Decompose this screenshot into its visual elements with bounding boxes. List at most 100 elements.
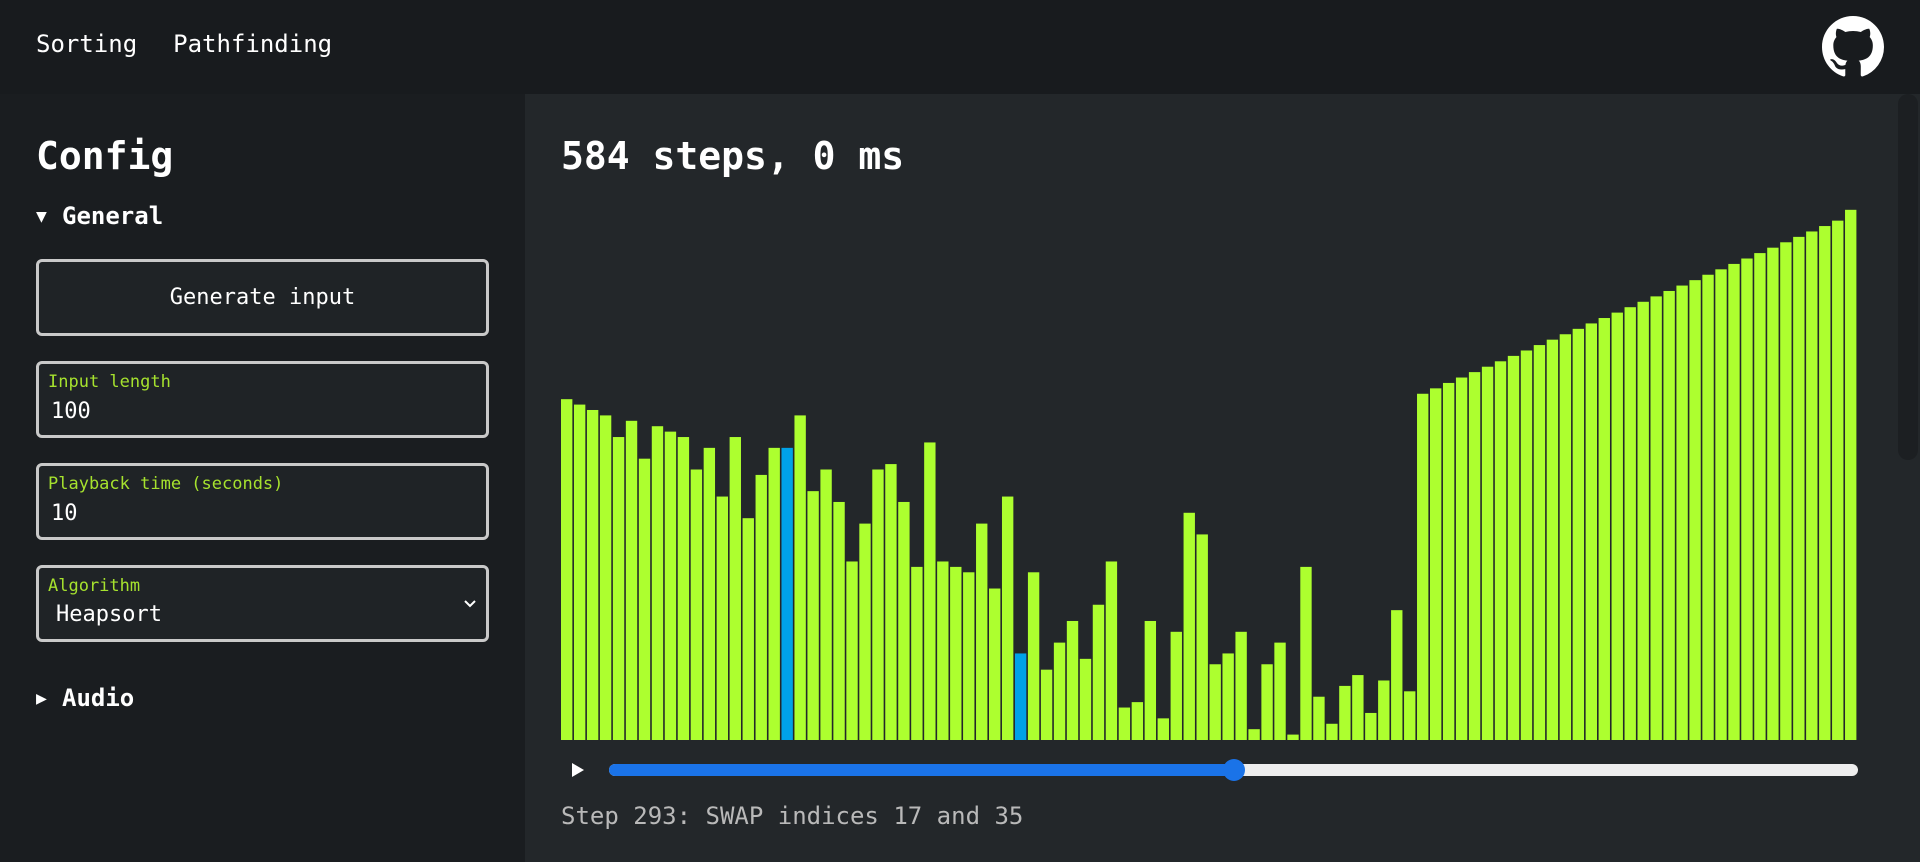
bar-53 [1248, 729, 1260, 740]
bar-71 [1481, 366, 1494, 740]
triangle-down-icon: ▼ [36, 205, 47, 227]
general-section-label: General [62, 202, 164, 230]
bar-59 [1326, 723, 1338, 740]
bar-10 [690, 469, 703, 740]
bar-0 [561, 399, 573, 740]
top-bar: Sorting Pathfinding [0, 0, 1920, 94]
bar-67 [1429, 388, 1442, 740]
bar-88 [1702, 274, 1714, 740]
bar-29 [937, 561, 949, 740]
playback-time-field[interactable]: Playback time (seconds) [36, 463, 489, 540]
bar-76 [1546, 339, 1559, 740]
bar-74 [1520, 350, 1533, 740]
bar-45 [1144, 620, 1157, 740]
step-status: Step 293: SWAP indices 17 and 35 [561, 802, 1024, 830]
bar-18 [794, 415, 806, 740]
bar-64 [1391, 610, 1403, 740]
bar-55 [1274, 642, 1286, 740]
bar-40 [1079, 658, 1092, 740]
bar-82 [1624, 307, 1636, 740]
bar-47 [1170, 631, 1182, 740]
scrollbar-thumb[interactable] [1898, 94, 1918, 460]
bar-12 [716, 496, 729, 740]
bar-3 [599, 415, 612, 740]
bar-87 [1689, 280, 1701, 740]
bar-17 [781, 447, 793, 740]
bar-68 [1442, 382, 1455, 740]
bar-98 [1832, 220, 1844, 740]
bar-73 [1507, 355, 1520, 740]
bar-97 [1819, 226, 1831, 740]
bar-22 [846, 561, 858, 740]
main-nav: Sorting Pathfinding [36, 30, 332, 58]
bar-78 [1572, 328, 1585, 740]
bar-90 [1728, 263, 1740, 740]
audio-section-toggle[interactable]: ▶ Audio [36, 684, 134, 712]
bar-89 [1715, 269, 1727, 740]
bar-56 [1287, 734, 1299, 740]
bar-83 [1637, 301, 1649, 740]
bar-2 [586, 409, 599, 740]
bar-8 [664, 431, 677, 740]
nav-sorting-link[interactable]: Sorting [36, 30, 138, 58]
bar-25 [885, 464, 897, 740]
bar-6 [638, 458, 651, 740]
bar-66 [1417, 393, 1429, 740]
bar-70 [1468, 372, 1481, 740]
play-button[interactable] [561, 754, 593, 786]
input-length-field[interactable]: Input length [36, 361, 489, 438]
nav-pathfinding-link[interactable]: Pathfinding [173, 30, 333, 58]
algorithm-select[interactable]: Algorithm Heapsort [36, 565, 489, 642]
bar-54 [1261, 664, 1273, 740]
bar-36 [1027, 572, 1040, 740]
bar-92 [1754, 253, 1766, 740]
bar-26 [898, 501, 910, 740]
bar-23 [859, 523, 871, 740]
step-slider-thumb[interactable] [1222, 759, 1245, 781]
bar-16 [768, 447, 780, 740]
general-section-toggle[interactable]: ▼ General [36, 202, 163, 230]
input-length-input[interactable] [49, 398, 469, 425]
generate-input-button[interactable]: Generate input [36, 259, 489, 336]
bar-42 [1105, 561, 1118, 740]
steps-title: 584 steps, 0 ms [561, 134, 905, 178]
bar-91 [1741, 258, 1753, 740]
github-icon[interactable] [1822, 16, 1884, 78]
bar-95 [1793, 236, 1805, 740]
bar-81 [1611, 312, 1623, 740]
bar-94 [1780, 242, 1792, 740]
bar-77 [1559, 334, 1572, 740]
bar-21 [833, 501, 845, 740]
bar-41 [1092, 604, 1105, 740]
bar-57 [1300, 566, 1312, 740]
playback-time-input[interactable] [49, 500, 469, 527]
bar-33 [989, 588, 1001, 740]
bar-37 [1040, 669, 1053, 740]
bar-34 [1001, 496, 1014, 740]
bar-5 [625, 420, 638, 740]
step-slider-fill [609, 764, 1234, 776]
bar-31 [963, 572, 975, 740]
bar-61 [1352, 675, 1364, 740]
bar-1 [573, 404, 586, 740]
bar-19 [807, 491, 819, 740]
chevron-down-icon [464, 600, 476, 608]
bar-85 [1663, 290, 1675, 740]
visualizer-panel: 584 steps, 0 ms Step 293: SWAP indices 1… [525, 94, 1920, 862]
step-slider[interactable] [609, 759, 1858, 781]
bar-93 [1767, 247, 1779, 740]
triangle-right-icon: ▶ [36, 687, 47, 709]
bar-32 [976, 523, 988, 740]
bar-84 [1650, 296, 1662, 740]
bar-14 [742, 518, 754, 740]
bar-7 [651, 426, 664, 740]
config-sidebar: Config ▼ General Generate input Input le… [0, 94, 525, 862]
algorithm-value: Heapsort [56, 602, 162, 627]
audio-section-label: Audio [62, 684, 135, 712]
bar-58 [1313, 696, 1325, 740]
config-title: Config [36, 134, 174, 178]
sorting-chart [561, 199, 1858, 740]
scrollbar[interactable] [1896, 94, 1920, 862]
bar-44 [1131, 702, 1144, 740]
bar-52 [1235, 631, 1247, 740]
